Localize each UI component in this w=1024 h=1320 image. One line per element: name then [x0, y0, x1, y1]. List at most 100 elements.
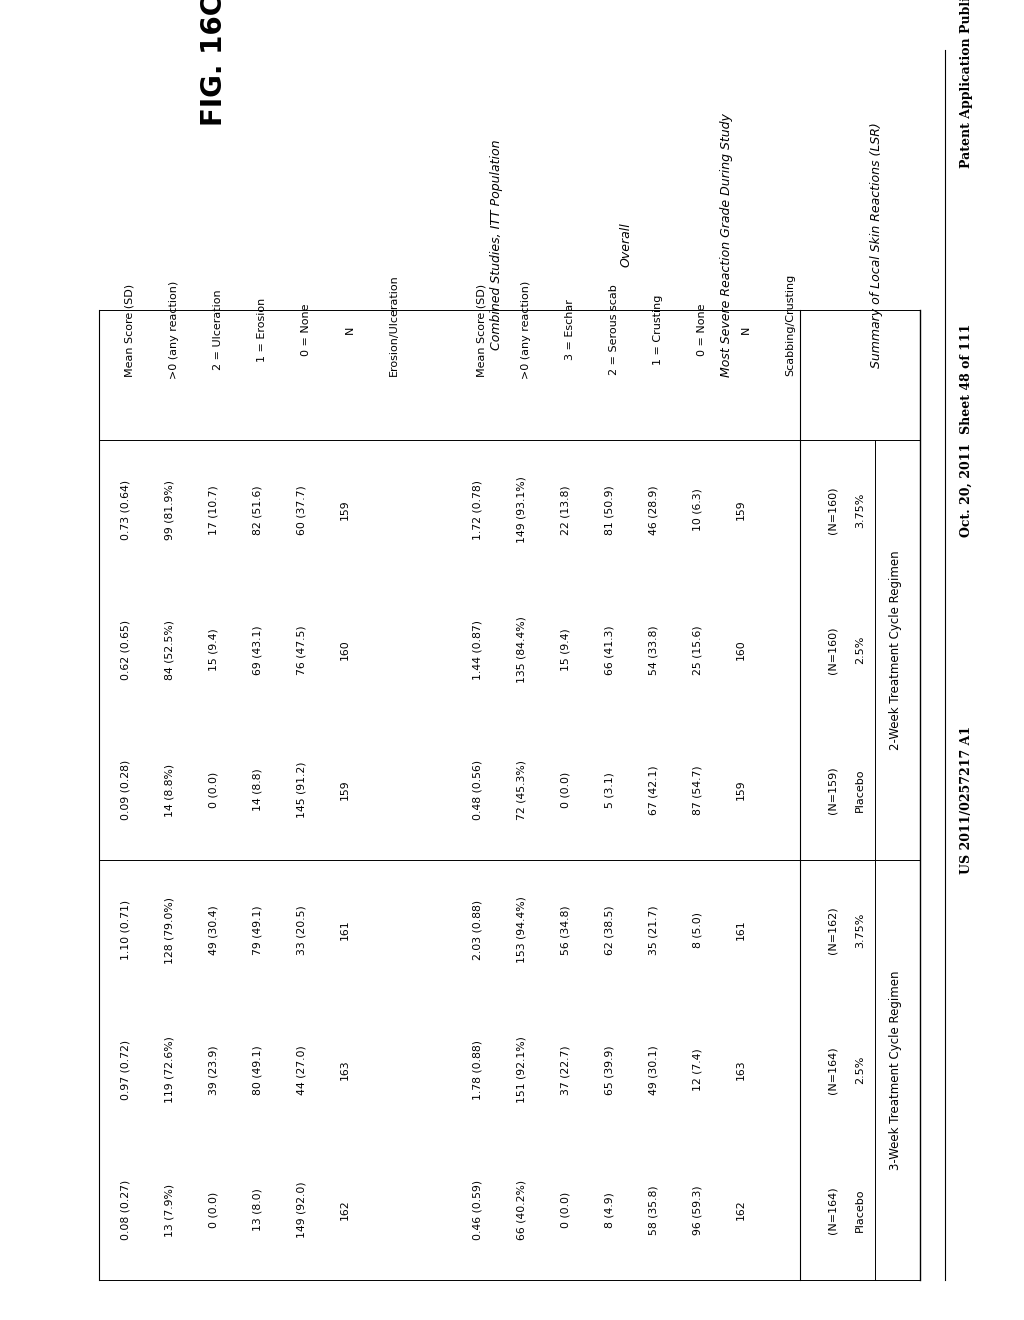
Text: 0 (0.0): 0 (0.0): [208, 1192, 218, 1228]
Text: 0.46 (0.59): 0.46 (0.59): [472, 1180, 482, 1239]
Text: 0 = None: 0 = None: [697, 304, 707, 356]
Text: 0 = None: 0 = None: [301, 304, 311, 356]
Text: 153 (94.4%): 153 (94.4%): [516, 896, 526, 964]
Text: (N=159): (N=159): [827, 766, 837, 814]
Text: 22 (13.8): 22 (13.8): [560, 486, 570, 535]
Text: 82 (51.6): 82 (51.6): [252, 486, 262, 535]
Text: 0.73 (0.64): 0.73 (0.64): [120, 480, 130, 540]
Text: 0.48 (0.56): 0.48 (0.56): [472, 760, 482, 820]
Text: 1.78 (0.88): 1.78 (0.88): [472, 1040, 482, 1100]
Text: 160: 160: [736, 640, 746, 660]
Text: 99 (81.9%): 99 (81.9%): [164, 480, 174, 540]
Text: 39 (23.9): 39 (23.9): [208, 1045, 218, 1094]
Text: 87 (54.7): 87 (54.7): [692, 766, 702, 814]
Text: 58 (35.8): 58 (35.8): [648, 1185, 658, 1234]
Text: 81 (50.9): 81 (50.9): [604, 486, 614, 535]
Text: 163: 163: [340, 1060, 350, 1080]
Text: Mean Score (SD): Mean Score (SD): [477, 284, 487, 376]
Text: US 2011/0257217 A1: US 2011/0257217 A1: [961, 726, 973, 874]
Text: Scabbing/Crusting: Scabbing/Crusting: [785, 273, 795, 376]
Text: 145 (91.2): 145 (91.2): [296, 762, 306, 818]
Text: 33 (20.5): 33 (20.5): [296, 906, 306, 954]
Text: 2 = Ulceration: 2 = Ulceration: [213, 289, 223, 371]
Text: 119 (72.6%): 119 (72.6%): [164, 1036, 174, 1104]
Text: 159: 159: [340, 500, 350, 520]
Text: 84 (52.5%): 84 (52.5%): [164, 620, 174, 680]
Text: 0.08 (0.27): 0.08 (0.27): [120, 1180, 130, 1239]
Text: 10 (6.3): 10 (6.3): [692, 488, 702, 532]
Text: 13 (8.0): 13 (8.0): [252, 1188, 262, 1232]
Text: >0 (any reaction): >0 (any reaction): [169, 281, 179, 379]
Text: 151 (92.1%): 151 (92.1%): [516, 1036, 526, 1104]
Text: 49 (30.1): 49 (30.1): [648, 1045, 658, 1094]
Text: 2 = Serous scab: 2 = Serous scab: [609, 285, 618, 375]
Text: 2.5%: 2.5%: [855, 1056, 865, 1084]
Text: 0 (0.0): 0 (0.0): [560, 772, 570, 808]
Text: 15 (9.4): 15 (9.4): [208, 628, 218, 672]
Text: 46 (28.9): 46 (28.9): [648, 486, 658, 535]
Text: Most Severe Reaction Grade During Study: Most Severe Reaction Grade During Study: [720, 114, 733, 378]
Text: 161: 161: [340, 920, 350, 940]
Text: 0 (0.0): 0 (0.0): [208, 772, 218, 808]
Text: 49 (30.4): 49 (30.4): [208, 906, 218, 954]
Text: 0.09 (0.28): 0.09 (0.28): [120, 760, 130, 820]
Text: 65 (39.9): 65 (39.9): [604, 1045, 614, 1094]
Text: 15 (9.4): 15 (9.4): [560, 628, 570, 672]
Text: 8 (5.0): 8 (5.0): [692, 912, 702, 948]
Text: 159: 159: [736, 500, 746, 520]
Text: 162: 162: [340, 1200, 350, 1220]
Text: Summary of Local Skin Reactions (LSR): Summary of Local Skin Reactions (LSR): [870, 123, 883, 368]
Text: Mean Score (SD): Mean Score (SD): [125, 284, 135, 376]
Text: Erosion/Ulceration: Erosion/Ulceration: [389, 275, 399, 376]
Text: 1 = Erosion: 1 = Erosion: [257, 298, 267, 362]
Text: N: N: [741, 326, 751, 334]
Text: 1.72 (0.78): 1.72 (0.78): [472, 480, 482, 540]
Text: (N=164): (N=164): [827, 1187, 837, 1234]
Text: 5 (3.1): 5 (3.1): [604, 772, 614, 808]
Text: N: N: [345, 326, 355, 334]
Text: (N=162): (N=162): [827, 907, 837, 954]
Text: (N=160): (N=160): [827, 626, 837, 673]
Text: (N=164): (N=164): [827, 1047, 837, 1094]
Text: 12 (7.4): 12 (7.4): [692, 1048, 702, 1092]
Text: 66 (41.3): 66 (41.3): [604, 626, 614, 675]
Text: 2.5%: 2.5%: [855, 636, 865, 664]
Text: 54 (33.8): 54 (33.8): [648, 626, 658, 675]
Text: 1 = Crusting: 1 = Crusting: [653, 294, 663, 366]
Text: (N=160): (N=160): [827, 486, 837, 533]
Text: 25 (15.6): 25 (15.6): [692, 626, 702, 675]
Text: 76 (47.5): 76 (47.5): [296, 626, 306, 675]
Text: 96 (59.3): 96 (59.3): [692, 1185, 702, 1234]
Text: 162: 162: [736, 1200, 746, 1220]
Text: 3.75%: 3.75%: [855, 912, 865, 948]
Text: FIG. 16C: FIG. 16C: [200, 0, 228, 125]
Text: 13 (7.9%): 13 (7.9%): [164, 1184, 174, 1237]
Text: Combined Studies, ITT Population: Combined Studies, ITT Population: [490, 140, 503, 350]
Text: 128 (79.0%): 128 (79.0%): [164, 896, 174, 964]
Text: 56 (34.8): 56 (34.8): [560, 906, 570, 954]
Text: 80 (49.1): 80 (49.1): [252, 1045, 262, 1094]
Text: 8 (4.9): 8 (4.9): [604, 1192, 614, 1228]
Text: Oct. 20, 2011  Sheet 48 of 111: Oct. 20, 2011 Sheet 48 of 111: [961, 323, 973, 537]
Text: 2-Week Treatment Cycle Regimen: 2-Week Treatment Cycle Regimen: [889, 550, 901, 750]
Text: 3.75%: 3.75%: [855, 492, 865, 528]
Text: 0.97 (0.72): 0.97 (0.72): [120, 1040, 130, 1100]
Text: Placebo: Placebo: [855, 768, 865, 812]
Text: 149 (93.1%): 149 (93.1%): [516, 477, 526, 544]
Text: 69 (43.1): 69 (43.1): [252, 626, 262, 675]
Text: 17 (10.7): 17 (10.7): [208, 486, 218, 535]
Text: 2.03 (0.88): 2.03 (0.88): [472, 900, 482, 960]
Text: 79 (49.1): 79 (49.1): [252, 906, 262, 954]
Text: >0 (any reaction): >0 (any reaction): [521, 281, 531, 379]
Text: 60 (37.7): 60 (37.7): [296, 486, 306, 535]
Text: 161: 161: [736, 920, 746, 940]
Text: 66 (40.2%): 66 (40.2%): [516, 1180, 526, 1239]
Text: 1.10 (0.71): 1.10 (0.71): [120, 900, 130, 960]
Text: 163: 163: [736, 1060, 746, 1080]
Text: 0 (0.0): 0 (0.0): [560, 1192, 570, 1228]
Text: 14 (8.8): 14 (8.8): [252, 768, 262, 812]
Text: 37 (22.7): 37 (22.7): [560, 1045, 570, 1094]
Text: 14 (8.8%): 14 (8.8%): [164, 763, 174, 817]
Text: 160: 160: [340, 640, 350, 660]
Text: 44 (27.0): 44 (27.0): [296, 1045, 306, 1094]
